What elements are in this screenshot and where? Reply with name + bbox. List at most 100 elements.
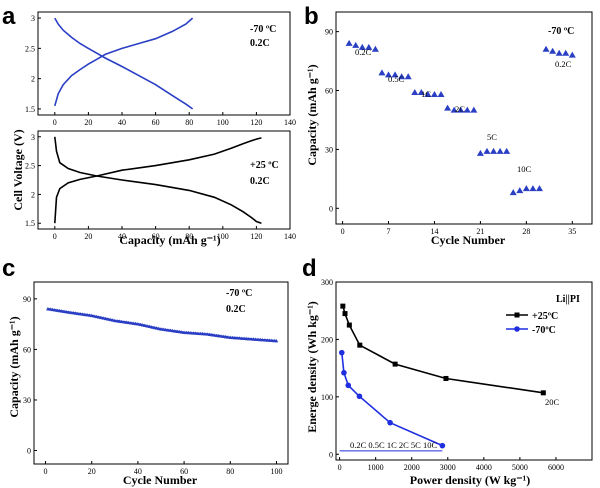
c-data-point bbox=[198, 331, 203, 336]
c-data-point bbox=[101, 316, 106, 320]
c-data-point bbox=[260, 337, 265, 342]
b-data-point bbox=[358, 43, 366, 50]
b-xlabel: Cycle Number bbox=[431, 233, 506, 247]
plot-d: 0 1000 2000 3000 4000 5000 6000 0 100 200 300 bbox=[321, 278, 593, 472]
b-data-point bbox=[365, 43, 373, 50]
c-data-point bbox=[59, 309, 64, 313]
c-data-point bbox=[87, 313, 92, 317]
c-data-point bbox=[166, 328, 170, 332]
b-data-point bbox=[391, 71, 399, 78]
c-data-point bbox=[115, 319, 119, 323]
c-xlabel: Cycle Number bbox=[123, 473, 198, 487]
b-data-point bbox=[385, 71, 393, 78]
c-data-point bbox=[96, 315, 101, 319]
plot-frame bbox=[37, 130, 291, 230]
c-data-point bbox=[156, 326, 161, 331]
d-point-25c bbox=[443, 375, 449, 381]
plot-c: 0 20 40 60 80 100 0 30 60 90 bbox=[23, 281, 289, 476]
legend-label: +25ºC bbox=[532, 311, 558, 322]
c-data-point bbox=[143, 323, 147, 328]
plot-a-bottom: 0 20 40 60 80 100 120 140 1.5 2 2.5 3 bbox=[25, 130, 296, 241]
b-data-point bbox=[444, 104, 452, 111]
c-data-point bbox=[274, 338, 279, 343]
d-point-70c bbox=[345, 382, 352, 389]
c-data-point bbox=[161, 327, 166, 331]
a-bottom-temp: +25 ºC bbox=[250, 160, 279, 171]
c-data-point bbox=[226, 335, 230, 339]
c-data-point bbox=[214, 333, 219, 337]
c-data-point bbox=[99, 315, 103, 320]
b-data-point bbox=[450, 106, 458, 113]
c-data-point bbox=[207, 332, 212, 336]
c-data-point bbox=[258, 337, 263, 342]
b-data-point bbox=[562, 49, 570, 56]
c-data-point bbox=[230, 335, 235, 340]
x-tick-label: 80 bbox=[226, 467, 234, 476]
c-data-point bbox=[55, 308, 59, 312]
d-point-25c bbox=[392, 361, 398, 367]
d-point-70c bbox=[338, 349, 345, 356]
b-rate-label: 10C bbox=[517, 164, 532, 174]
c-data-point bbox=[57, 308, 62, 313]
c-data-point bbox=[253, 337, 258, 341]
c-data-point bbox=[203, 332, 207, 336]
b-rate-label: 0.2C bbox=[555, 59, 572, 69]
d-ylabel: Energe density (Wh kg⁻¹) bbox=[305, 301, 319, 433]
c-data-point bbox=[210, 332, 214, 337]
plot-frame bbox=[335, 281, 593, 461]
b-data-point bbox=[542, 45, 550, 52]
c-data-point bbox=[106, 317, 110, 321]
x-tick-label: 60 bbox=[152, 232, 160, 241]
d-anno-rates: 0.2C 0.5C 1C 2C 5C 10C bbox=[350, 440, 437, 450]
c-data-point bbox=[108, 317, 112, 322]
b-rate-label: 1C bbox=[421, 89, 431, 99]
c-data-point bbox=[83, 312, 87, 317]
c-data-point bbox=[69, 310, 73, 315]
c-data-point bbox=[170, 328, 175, 333]
c-data-point bbox=[131, 321, 136, 325]
c-data-point bbox=[66, 310, 71, 314]
d-legend-title: Li||PI bbox=[556, 294, 580, 305]
plot-frame bbox=[37, 11, 291, 116]
y-tick-label: 2.5 bbox=[25, 162, 35, 171]
y-tick-label: 2 bbox=[31, 190, 35, 199]
c-data-point bbox=[129, 321, 133, 325]
y-tick-label: 90 bbox=[23, 295, 31, 304]
y-tick-label: 3 bbox=[31, 133, 35, 142]
x-tick-label: 20 bbox=[84, 232, 92, 241]
c-data-point bbox=[138, 322, 143, 327]
c-data-point bbox=[173, 329, 177, 333]
c-data-point bbox=[85, 313, 89, 317]
y-tick-label: 30 bbox=[23, 396, 31, 405]
b-data-point bbox=[352, 41, 360, 48]
a-top-rate: 0.2C bbox=[250, 38, 270, 49]
x-tick-label: 60 bbox=[152, 118, 160, 127]
c-data-point bbox=[76, 311, 80, 316]
c-data-point bbox=[133, 321, 138, 326]
legend-swatch-marker bbox=[514, 312, 520, 318]
d-point-25c bbox=[342, 311, 348, 317]
c-data-point bbox=[249, 337, 253, 341]
b-data-point bbox=[430, 90, 438, 97]
legend-swatch-marker bbox=[514, 326, 520, 332]
c-data-point bbox=[48, 307, 52, 311]
c-data-point bbox=[154, 326, 159, 330]
y-tick-label: 90 bbox=[325, 28, 333, 37]
d-point-70c bbox=[341, 369, 347, 376]
b-data-point bbox=[549, 47, 557, 54]
y-tick-label: 300 bbox=[321, 278, 333, 287]
b-data-point bbox=[522, 185, 530, 192]
d-series-25c-line bbox=[342, 305, 544, 394]
x-tick-label: 3000 bbox=[440, 463, 456, 472]
y-tick-label: 200 bbox=[321, 335, 333, 344]
c-data-point bbox=[64, 309, 69, 314]
c-data-point bbox=[184, 330, 189, 335]
x-tick-label: 0 bbox=[53, 118, 57, 127]
y-tick-label: 2 bbox=[31, 75, 35, 84]
c-ylabel: Capacity (mAh g⁻¹) bbox=[7, 316, 21, 417]
x-tick-label: 100 bbox=[270, 467, 282, 476]
c-data-point bbox=[237, 336, 242, 340]
d-point-25c bbox=[346, 322, 352, 328]
c-data-point bbox=[263, 338, 267, 342]
c-data-point bbox=[145, 324, 149, 328]
